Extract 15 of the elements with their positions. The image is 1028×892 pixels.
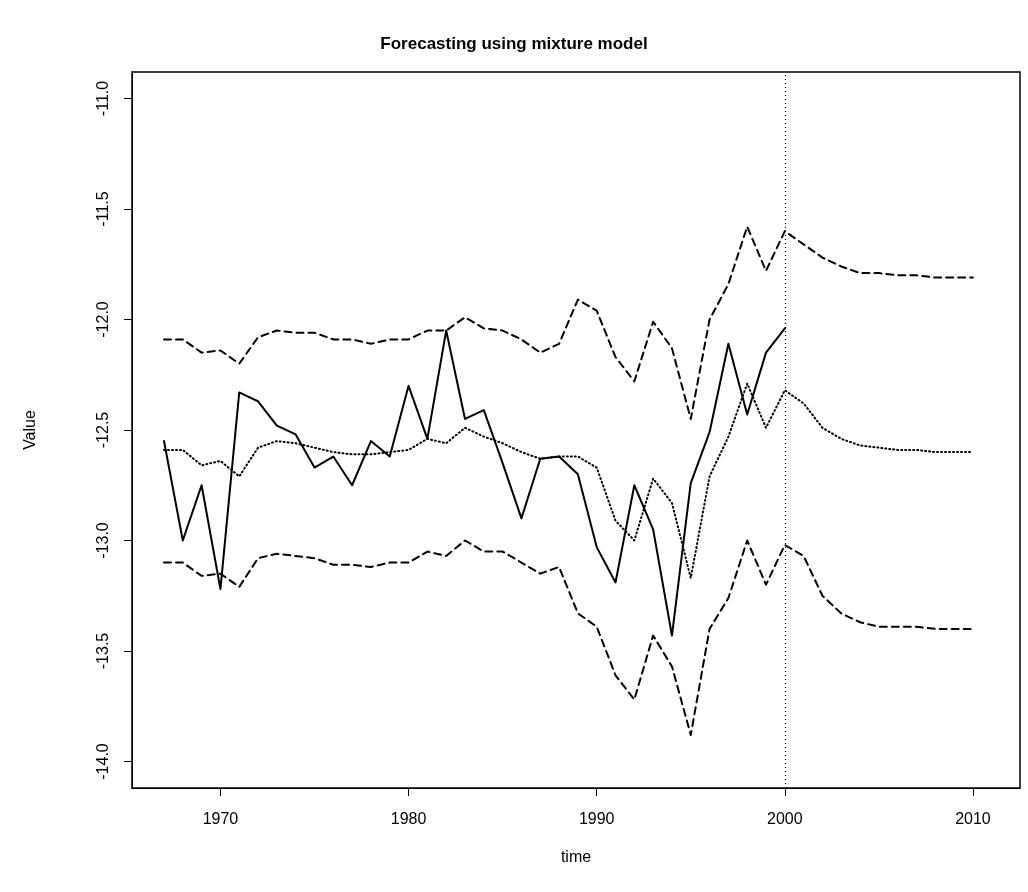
x-tick-label: 2000 bbox=[767, 809, 803, 827]
y-tick-label: -11.0 bbox=[93, 80, 111, 117]
y-tick-label: -14.0 bbox=[93, 743, 111, 780]
y-tick-label: -12.0 bbox=[93, 301, 111, 338]
y-tick-label: -12.5 bbox=[93, 411, 111, 449]
x-tick-label: 2010 bbox=[955, 809, 991, 827]
x-tick-label: 1980 bbox=[390, 809, 427, 827]
x-tick-label: 1990 bbox=[578, 809, 615, 827]
y-tick-label: -13.0 bbox=[93, 522, 111, 559]
chart-title: Forecasting using mixture model bbox=[380, 34, 648, 53]
x-axis-title: time bbox=[560, 847, 592, 865]
x-tick-label: 1970 bbox=[202, 809, 239, 827]
y-tick-label: -13.5 bbox=[93, 632, 111, 670]
y-axis-title: Value bbox=[20, 410, 38, 450]
y-tick-label: -11.5 bbox=[93, 191, 111, 227]
